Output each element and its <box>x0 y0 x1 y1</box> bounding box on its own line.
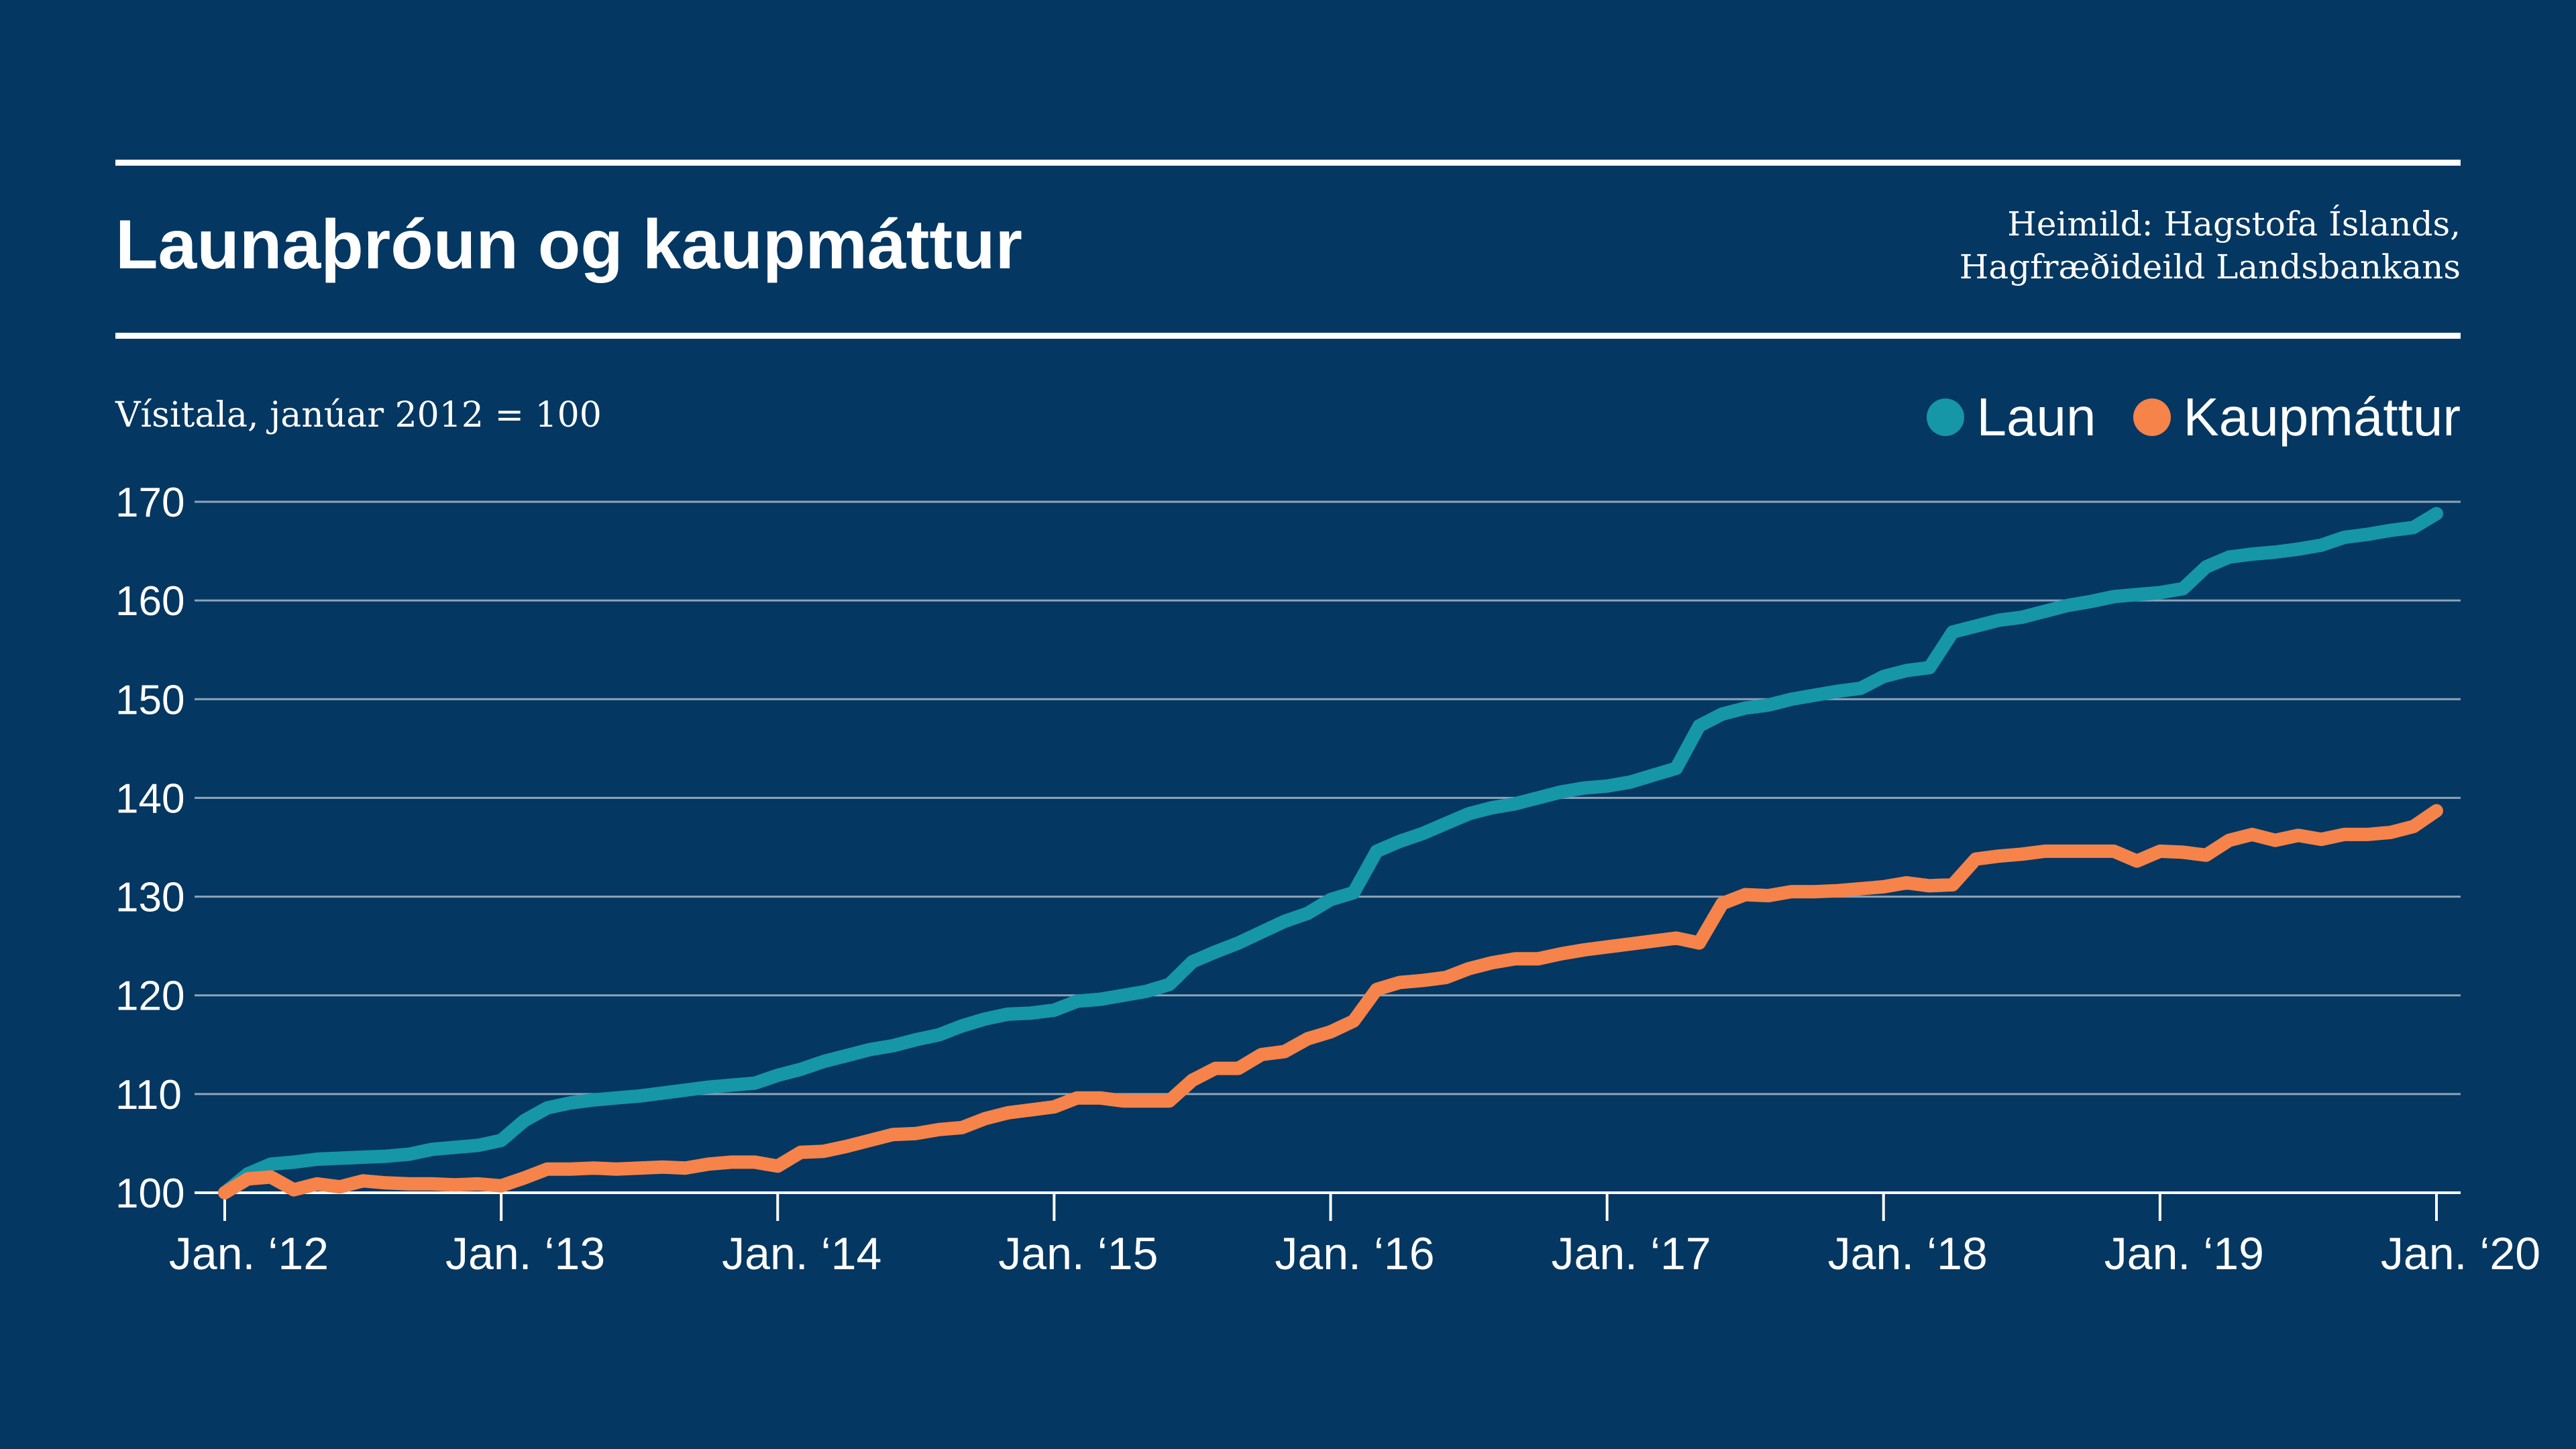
x-tick-label-0: Jan. ‘12 <box>169 1228 329 1279</box>
legend-marker-kaupmattur <box>2133 398 2171 436</box>
legend-item-laun: Laun <box>1927 386 2096 448</box>
y-tick-label-160: 160 <box>115 578 184 625</box>
series-layer <box>218 506 2443 1199</box>
series-line-laun <box>218 506 2443 1199</box>
y-tick-label-140: 140 <box>115 775 184 822</box>
legend: Laun Kaupmáttur <box>1927 384 2461 451</box>
x-tick-label-8: Jan. ‘20 <box>2381 1228 2540 1279</box>
legend-marker-laun <box>1927 398 1965 436</box>
source-line-1: Heimild: Hagstofa Íslands, <box>2007 205 2461 244</box>
legend-label-kaupmattur: Kaupmáttur <box>2183 387 2461 447</box>
axis-layer: 100 110 120 130 140 150 160 170 Jan. ‘12 Jan. ‘13… <box>115 480 2540 1279</box>
bottom-rule <box>115 333 2461 339</box>
y-tick-label-100: 100 <box>115 1171 184 1217</box>
top-rule <box>115 160 2461 166</box>
x-tick-label-4: Jan. ‘16 <box>1275 1228 1434 1279</box>
source-line-2: Hagfræðideild Landsbankans <box>1959 248 2461 286</box>
series-line-kaupmattur <box>218 804 2443 1199</box>
chart-subtitle: Vísitala, janúar 2012 = 100 <box>115 395 602 435</box>
source-note: Heimild: Hagstofa Íslands, Hagfræðideild… <box>1960 203 2461 288</box>
legend-item-kaupmattur: Kaupmáttur <box>2133 386 2461 448</box>
x-tick-label-2: Jan. ‘14 <box>722 1228 881 1279</box>
legend-label-laun: Laun <box>1976 387 2096 447</box>
x-tick-label-7: Jan. ‘19 <box>2104 1228 2264 1279</box>
x-tick-label-1: Jan. ‘13 <box>445 1228 605 1279</box>
y-tick-label-150: 150 <box>115 677 184 723</box>
y-tick-label-110: 110 <box>115 1072 182 1118</box>
y-tick-label-170: 170 <box>115 480 184 526</box>
y-tick-label-120: 120 <box>115 973 184 1020</box>
chart-title: Launaþróun og kaupmáttur <box>115 206 1022 284</box>
y-tick-label-130: 130 <box>115 875 184 921</box>
x-tick-label-3: Jan. ‘15 <box>998 1228 1158 1279</box>
x-tick-label-5: Jan. ‘17 <box>1552 1228 1711 1279</box>
x-tick-label-6: Jan. ‘18 <box>1828 1228 1988 1279</box>
